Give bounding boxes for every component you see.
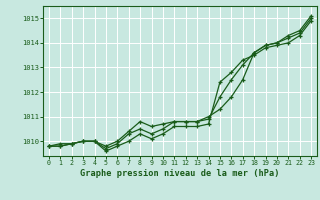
X-axis label: Graphe pression niveau de la mer (hPa): Graphe pression niveau de la mer (hPa)	[80, 169, 280, 178]
